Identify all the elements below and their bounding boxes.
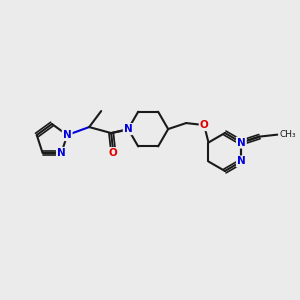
Text: O: O bbox=[109, 148, 118, 158]
Text: N: N bbox=[237, 157, 246, 166]
Text: N: N bbox=[237, 137, 246, 148]
Text: N: N bbox=[124, 124, 133, 134]
Text: O: O bbox=[200, 120, 208, 130]
Text: N: N bbox=[57, 148, 66, 158]
Text: CH₃: CH₃ bbox=[279, 130, 296, 139]
Text: N: N bbox=[63, 130, 72, 140]
